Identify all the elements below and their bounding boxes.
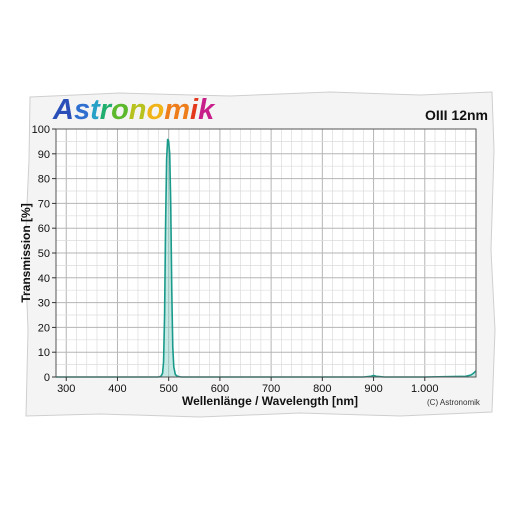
logo-letter: m xyxy=(164,94,190,126)
x-axis-label: Wellenlänge / Wavelength [nm] xyxy=(182,394,358,408)
y-tick-label: 50 xyxy=(38,248,50,260)
y-tick-label: 60 xyxy=(38,223,50,235)
brand-logo: Astronomik xyxy=(52,94,216,126)
logo-letter: A xyxy=(52,94,74,126)
logo-letter: n xyxy=(129,94,147,126)
chart-title: OIII 12nm xyxy=(425,107,488,123)
logo-letter: s xyxy=(74,94,90,126)
grid-lines xyxy=(56,128,476,378)
logo-letter: i xyxy=(190,94,199,126)
x-tick-label: 1.000 xyxy=(411,383,439,395)
y-tick-label: 10 xyxy=(38,347,50,359)
x-tick-label: 300 xyxy=(57,383,75,395)
y-tick-label: 20 xyxy=(38,322,50,334)
x-tick-label: 500 xyxy=(160,383,178,395)
x-tick-label: 900 xyxy=(364,383,382,395)
x-tick-label: 400 xyxy=(108,383,126,395)
y-tick-label: 80 xyxy=(38,174,50,186)
y-tick-label: 100 xyxy=(32,124,50,136)
axes: 0 10 20 30 40 50 60 70 80 90 100 300 400 500 600 700 800… xyxy=(32,124,477,395)
y-tick-label: 30 xyxy=(38,298,50,310)
logo-letter: o xyxy=(111,94,129,126)
y-axis-label: Transmission [%] xyxy=(19,203,33,302)
x-tick-label: 700 xyxy=(262,383,280,395)
copyright-note: (C) Astronomik xyxy=(427,398,481,407)
y-tick-label: 40 xyxy=(38,273,50,285)
y-tick-label: 0 xyxy=(44,372,50,384)
y-tick-label: 70 xyxy=(38,198,50,210)
logo-letter: r xyxy=(100,94,113,126)
y-tick-label: 90 xyxy=(38,149,50,161)
logo-letter: t xyxy=(90,94,101,126)
x-tick-label: 800 xyxy=(313,383,331,395)
logo-letter: k xyxy=(198,94,216,126)
x-tick-label: 600 xyxy=(211,383,229,395)
logo-letter: o xyxy=(147,94,165,126)
